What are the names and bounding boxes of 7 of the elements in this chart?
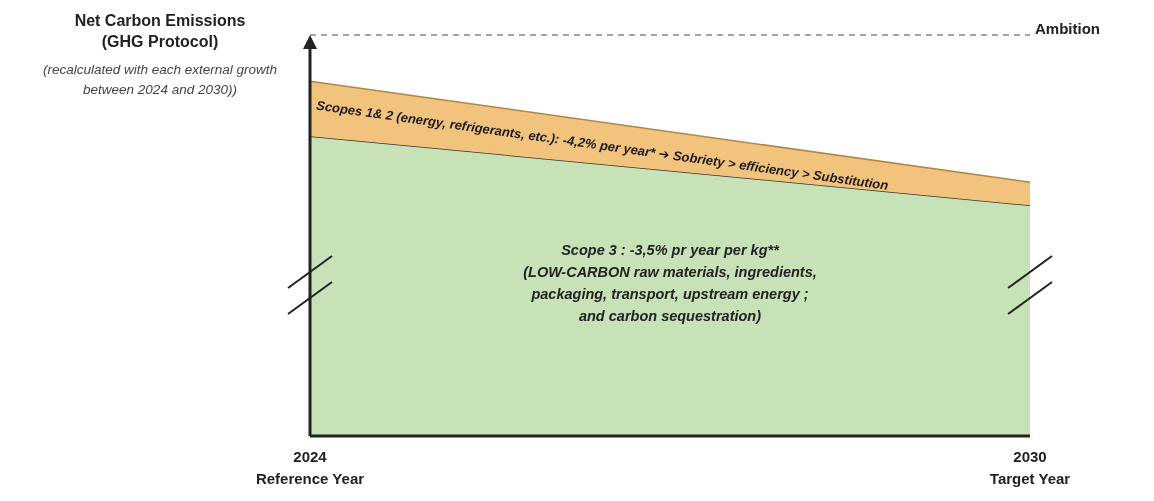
- ref-line-label: Ambition: [1035, 20, 1100, 38]
- annotation: Scopes 1& 2 (energy, refrigerants, etc.): -4,2% per year* ➔ Sobriety > efficiency > Substitution: [315, 97, 890, 193]
- x-tick-label: 2024 Reference Year: [255, 448, 365, 487]
- x-tick-label: 2030 Target Year: [989, 448, 1071, 487]
- annotation: Scope 3 : -3,5% pr year per kg** (LOW-CARBON raw materials, ingredients, packaging, transport, upstream energy ; and carbon sequestration): [523, 242, 817, 324]
- annotation: (recalculated with each external growth between 2024 and 2030)): [41, 61, 279, 99]
- y-axis-title: Net Carbon Emissions (GHG Protocol): [74, 12, 246, 50]
